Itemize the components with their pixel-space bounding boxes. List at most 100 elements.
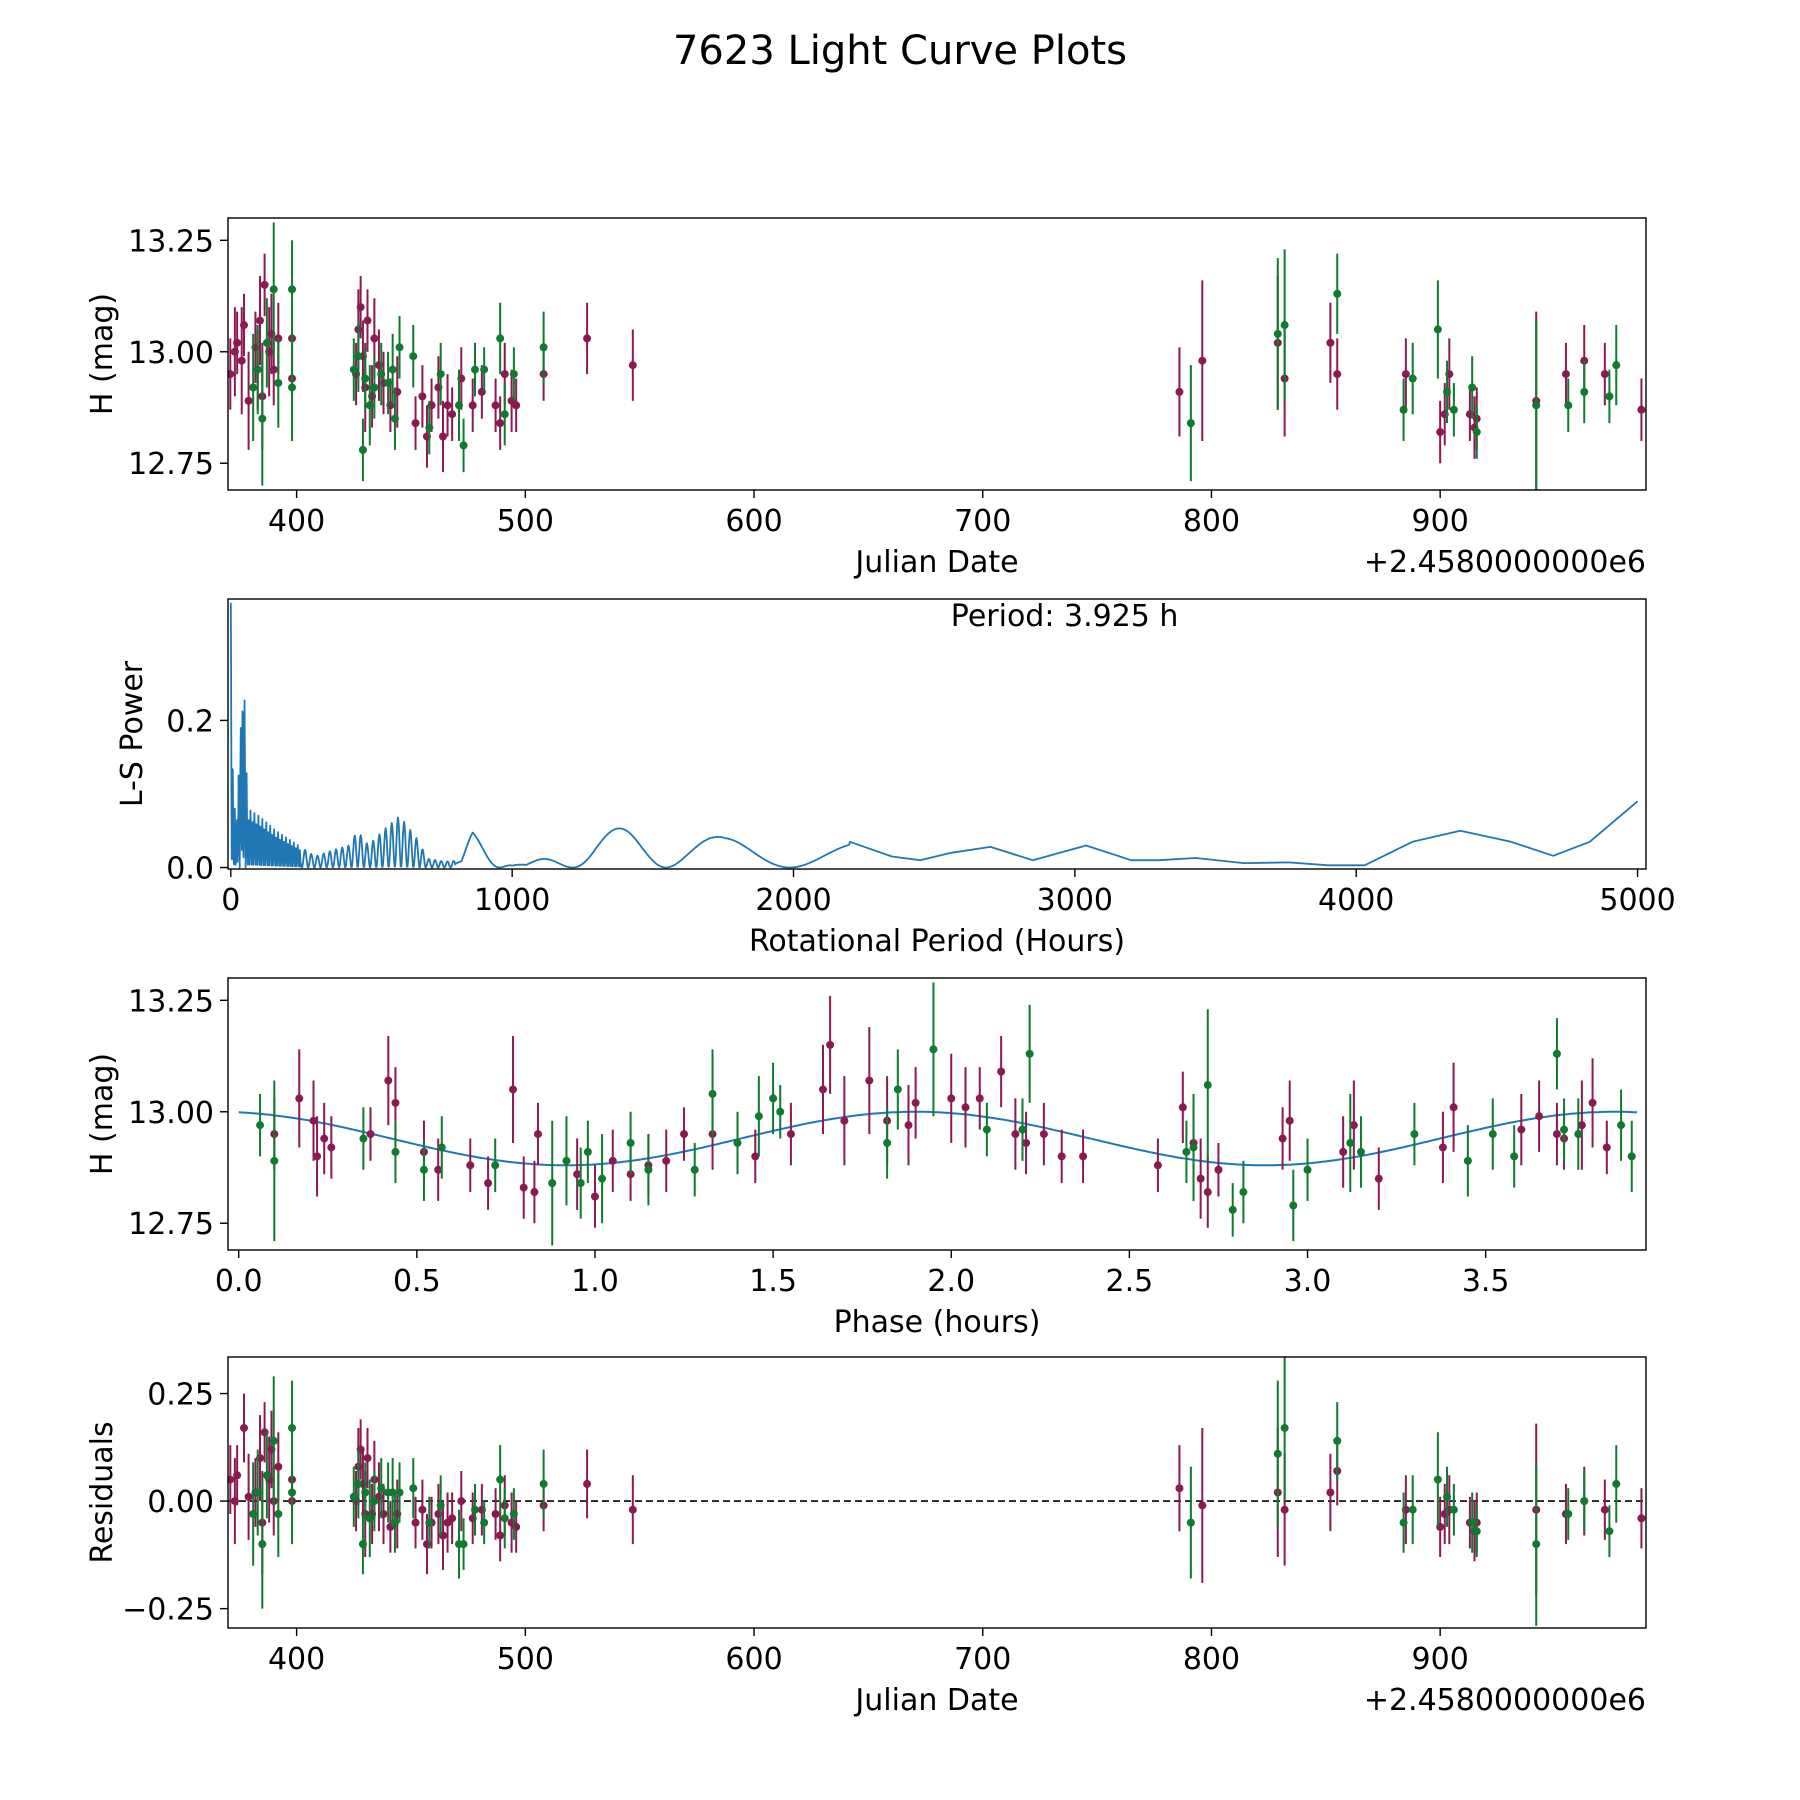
data-point <box>496 419 505 428</box>
x-tick-label: 3000 <box>1037 883 1113 918</box>
data-point <box>1346 1138 1355 1147</box>
data-point <box>1186 1518 1195 1527</box>
data-point <box>436 370 445 379</box>
data-point <box>583 334 592 343</box>
data-point <box>530 1188 539 1197</box>
data-point <box>1637 405 1646 414</box>
data-point <box>418 1505 427 1514</box>
y-tick-label: 0.2 <box>166 704 214 739</box>
data-point <box>1278 1134 1287 1143</box>
data-point <box>754 1112 763 1121</box>
data-point <box>480 1518 489 1527</box>
data-point <box>826 1040 835 1049</box>
data-point <box>438 432 447 441</box>
data-point <box>1449 1103 1458 1112</box>
data-point <box>262 1471 271 1480</box>
data-point <box>1602 1143 1611 1152</box>
data-point <box>1018 1125 1027 1134</box>
data-point <box>1175 1484 1184 1493</box>
data-point <box>893 1085 902 1094</box>
data-point <box>1399 405 1408 414</box>
data-point <box>395 343 404 352</box>
data-point <box>500 410 509 419</box>
data-point <box>1552 1049 1561 1058</box>
data-point <box>391 1098 400 1107</box>
data-point <box>1472 1527 1481 1536</box>
data-point <box>1433 1475 1442 1484</box>
data-point <box>840 1116 849 1125</box>
data-point <box>258 1540 267 1549</box>
data-point <box>1289 1201 1298 1210</box>
residuals-series-set_b <box>249 1357 1621 1626</box>
data-point <box>228 370 235 379</box>
x-tick-label: 1.5 <box>749 1264 797 1299</box>
data-point <box>388 365 397 374</box>
data-point <box>539 1479 548 1488</box>
periodogram-panel: 0 1000 2000 3000 4000 5000 0.0 0.2 Rotational Pe… <box>115 598 1676 959</box>
data-point <box>690 1165 699 1174</box>
data-point <box>249 383 258 392</box>
y-tick-label: 0.0 <box>166 852 214 887</box>
data-point <box>349 365 358 374</box>
x-tick-label: 400 <box>268 504 325 539</box>
data-point <box>365 401 374 410</box>
data-point <box>751 1152 760 1161</box>
phased-panel: 0.0 0.5 1.0 1.5 2.0 2.5 3.0 3.5 12.75 13.00 13.25 P… <box>85 977 1647 1340</box>
data-point <box>1472 428 1481 437</box>
x-tick-label: 600 <box>725 504 782 539</box>
residuals-x-axis-label: Julian Date <box>853 1683 1018 1718</box>
data-point <box>274 1462 283 1471</box>
data-point <box>769 1094 778 1103</box>
data-point <box>975 1094 984 1103</box>
data-point <box>1637 1514 1646 1523</box>
data-point <box>274 1510 283 1519</box>
data-point <box>1577 1121 1586 1130</box>
data-point <box>409 352 418 361</box>
lightcurve-series-set_b <box>249 222 1621 490</box>
data-point <box>425 1518 434 1527</box>
x-tick-label: 0.5 <box>393 1264 441 1299</box>
data-point <box>519 1183 528 1192</box>
x-tick-label: 5000 <box>1599 883 1675 918</box>
data-point <box>626 1138 635 1147</box>
data-point <box>1401 370 1410 379</box>
data-point <box>256 1121 265 1130</box>
data-point <box>1186 419 1195 428</box>
data-point <box>1198 356 1207 365</box>
x-tick-label: 700 <box>954 504 1011 539</box>
data-point <box>471 365 480 374</box>
data-point <box>1203 1081 1212 1090</box>
data-point <box>1280 1505 1289 1514</box>
model-fit-curve <box>238 1110 1638 1167</box>
data-point <box>1025 1049 1034 1058</box>
data-point <box>491 401 500 410</box>
data-point <box>370 1497 379 1506</box>
data-point <box>1600 370 1609 379</box>
residuals-series-set_a <box>228 1393 1646 1596</box>
y-tick-label: 13.25 <box>128 984 214 1019</box>
data-point <box>644 1165 653 1174</box>
x-tick-label: 600 <box>725 1642 782 1677</box>
data-point <box>274 378 283 387</box>
data-point <box>253 365 262 374</box>
data-point <box>1627 1152 1636 1161</box>
data-point <box>904 1121 913 1130</box>
data-point <box>249 1510 258 1519</box>
data-point <box>1203 1188 1212 1197</box>
data-point <box>295 1094 304 1103</box>
data-point <box>1285 1116 1294 1125</box>
data-point <box>865 1076 874 1085</box>
data-point <box>256 316 265 325</box>
lightcurve-y-axis-label: H (mag) <box>85 293 120 415</box>
data-point <box>1182 1147 1191 1156</box>
x-tick-label: 800 <box>1183 504 1240 539</box>
data-point <box>411 419 420 428</box>
data-point <box>384 1076 393 1085</box>
data-point <box>911 1098 920 1107</box>
data-point <box>361 374 370 383</box>
periodogram-plot-area <box>229 602 1639 869</box>
lightcurve-plot-area <box>228 222 1646 490</box>
data-point <box>1535 1112 1544 1121</box>
data-point <box>1178 1103 1187 1112</box>
x-tick-label: 3.5 <box>1462 1264 1510 1299</box>
